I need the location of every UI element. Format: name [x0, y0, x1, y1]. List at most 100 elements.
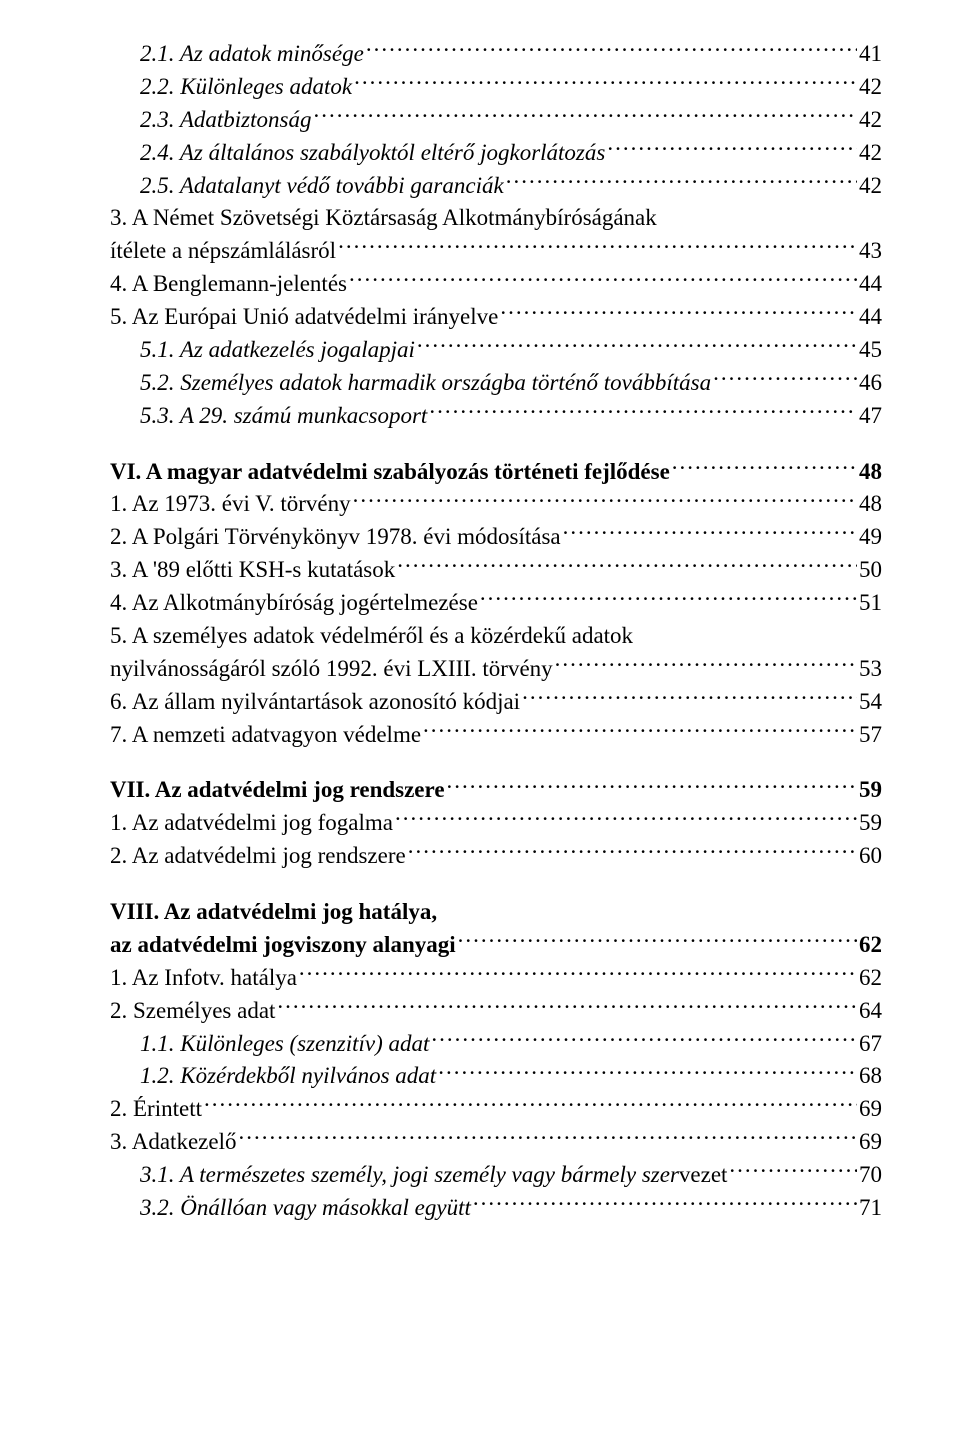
toc-line: 3.1. A természetes személy, jogi személy…: [110, 1159, 882, 1192]
toc-gap: [110, 433, 882, 456]
toc-label: 1. Az Infotv. hatálya: [110, 962, 297, 995]
toc-label: 1.1. Különleges (szenzitív) adat: [140, 1028, 429, 1061]
toc-page-number: 42: [859, 137, 882, 170]
toc-page-number: 70: [859, 1159, 882, 1192]
toc-leader-dots: [338, 235, 857, 258]
toc-leader-dots: [423, 719, 857, 742]
toc-label: 1. Az 1973. évi V. törvény: [110, 488, 351, 521]
toc-label: 2.2. Különleges adatok: [140, 71, 352, 104]
toc-page-number: 62: [859, 929, 882, 962]
toc-label: 5. A személyes adatok védelméről és a kö…: [110, 620, 633, 653]
toc-page-number: 59: [859, 774, 882, 807]
toc-page-number: 69: [859, 1126, 882, 1159]
toc-page-number: 45: [859, 334, 882, 367]
toc-label: 2. Személyes adat: [110, 995, 275, 1028]
toc-leader-dots: [349, 268, 857, 291]
toc-line: 2.4. Az általános szabályoktól eltérő jo…: [110, 137, 882, 170]
toc-label: VI. A magyar adatvédelmi szabályozás tör…: [110, 456, 670, 489]
toc-page-number: 50: [859, 554, 882, 587]
toc-label: 3. A '89 előtti KSH-s kutatások: [110, 554, 395, 587]
toc-page-number: 53: [859, 653, 882, 686]
toc-label: az adatvédelmi jogviszony alanyagi: [110, 929, 456, 962]
toc-leader-dots: [397, 554, 857, 577]
toc-label: 2. Érintett: [110, 1093, 202, 1126]
toc-label: 3.1. A természetes személy, jogi személy…: [140, 1159, 679, 1192]
toc-leader-dots: [395, 807, 857, 830]
toc-label: 2. A Polgári Törvénykönyv 1978. évi módo…: [110, 521, 561, 554]
toc-page-number: 46: [859, 367, 882, 400]
toc-leader-dots: [672, 456, 857, 479]
toc-label: 2.3. Adatbiztonság: [140, 104, 311, 137]
toc-leader-dots: [522, 686, 857, 709]
toc-page-number: 41: [859, 38, 882, 71]
toc-leader-dots: [366, 38, 857, 61]
toc-leader-dots: [299, 962, 857, 985]
toc-page-number: 60: [859, 840, 882, 873]
toc-label: 2. Az adatvédelmi jog rendszere: [110, 840, 406, 873]
toc-line: 6. Az állam nyilvántartások azonosító kó…: [110, 686, 882, 719]
toc-line: 5. Az Európai Unió adatvédelmi irányelve…: [110, 301, 882, 334]
toc-leader-dots: [563, 521, 857, 544]
toc-page-number: 64: [859, 995, 882, 1028]
toc-page-number: 42: [859, 104, 882, 137]
toc-label: 6. Az állam nyilvántartások azonosító kó…: [110, 686, 520, 719]
toc-page-number: 44: [859, 268, 882, 301]
toc-label: 1. Az adatvédelmi jog fogalma: [110, 807, 393, 840]
toc-leader-dots: [429, 400, 857, 423]
toc-leader-dots: [353, 488, 857, 511]
toc-line: 1.1. Különleges (szenzitív) adat 67: [110, 1028, 882, 1061]
toc-gap: [110, 873, 882, 896]
toc-gap: [110, 751, 882, 774]
toc-label-tail: vezet: [679, 1159, 728, 1192]
toc-line: 3. A Német Szövetségi Köztársaság Alkotm…: [110, 202, 882, 235]
toc-line: 3. Adatkezelő69: [110, 1126, 882, 1159]
toc-line: az adatvédelmi jogviszony alanyagi 62: [110, 929, 882, 962]
toc-line: nyilvánosságáról szóló 1992. évi LXIII. …: [110, 653, 882, 686]
toc-line: 3. A '89 előtti KSH-s kutatások 50: [110, 554, 882, 587]
toc-page-number: 57: [859, 719, 882, 752]
toc-line: 2. Személyes adat 64: [110, 995, 882, 1028]
toc-leader-dots: [458, 929, 857, 952]
toc-leader-dots: [713, 367, 857, 390]
toc-label: ítélete a népszámlálásról: [110, 235, 336, 268]
toc-label: 3. A Német Szövetségi Köztársaság Alkotm…: [110, 202, 657, 235]
toc-page-number: 47: [859, 400, 882, 433]
toc-line: VI. A magyar adatvédelmi szabályozás tör…: [110, 456, 882, 489]
toc-label: 2.4. Az általános szabályoktól eltérő jo…: [140, 137, 605, 170]
toc-line: 2.3. Adatbiztonság 42: [110, 104, 882, 137]
toc-line: 1.2. Közérdekből nyilvános adat68: [110, 1060, 882, 1093]
toc-line: 5.1. Az adatkezelés jogalapjai 45: [110, 334, 882, 367]
toc-line: 1. Az Infotv. hatálya62: [110, 962, 882, 995]
toc-line: 2. Érintett 69: [110, 1093, 882, 1126]
toc-label: 4. A Benglemann-jelentés: [110, 268, 347, 301]
toc-page-number: 44: [859, 301, 882, 334]
toc-leader-dots: [500, 301, 857, 324]
toc-line: 4. Az Alkotmánybíróság jogértelmezése 51: [110, 587, 882, 620]
toc-label: VIII. Az adatvédelmi jog hatálya,: [110, 896, 437, 929]
toc-page-number: 43: [859, 235, 882, 268]
toc-leader-dots: [607, 137, 857, 160]
toc-leader-dots: [447, 774, 857, 797]
toc-line: 1. Az adatvédelmi jog fogalma59: [110, 807, 882, 840]
toc-label: 4. Az Alkotmánybíróság jogértelmezése: [110, 587, 478, 620]
toc-page-number: 49: [859, 521, 882, 554]
toc-leader-dots: [438, 1060, 857, 1083]
toc-page-number: 71: [859, 1192, 882, 1225]
toc-line: VII. Az adatvédelmi jog rendszere59: [110, 774, 882, 807]
toc-line: 2. Az adatvédelmi jog rendszere 60: [110, 840, 882, 873]
toc-page-number: 69: [859, 1093, 882, 1126]
toc-line: 4. A Benglemann-jelentés 44: [110, 268, 882, 301]
toc-page-number: 48: [859, 488, 882, 521]
toc-leader-dots: [473, 1192, 857, 1215]
toc-label: 2.5. Adatalanyt védő további garanciák: [140, 170, 504, 203]
toc-line: VIII. Az adatvédelmi jog hatálya,: [110, 896, 882, 929]
toc-label: 5.1. Az adatkezelés jogalapjai: [140, 334, 415, 367]
toc-page-number: 42: [859, 71, 882, 104]
toc-line: 2.2. Különleges adatok 42: [110, 71, 882, 104]
toc-line: 1. Az 1973. évi V. törvény 48: [110, 488, 882, 521]
toc-page-number: 51: [859, 587, 882, 620]
toc-leader-dots: [277, 995, 857, 1018]
toc-leader-dots: [354, 71, 857, 94]
toc-leader-dots: [313, 104, 857, 127]
toc-page-number: 67: [859, 1028, 882, 1061]
